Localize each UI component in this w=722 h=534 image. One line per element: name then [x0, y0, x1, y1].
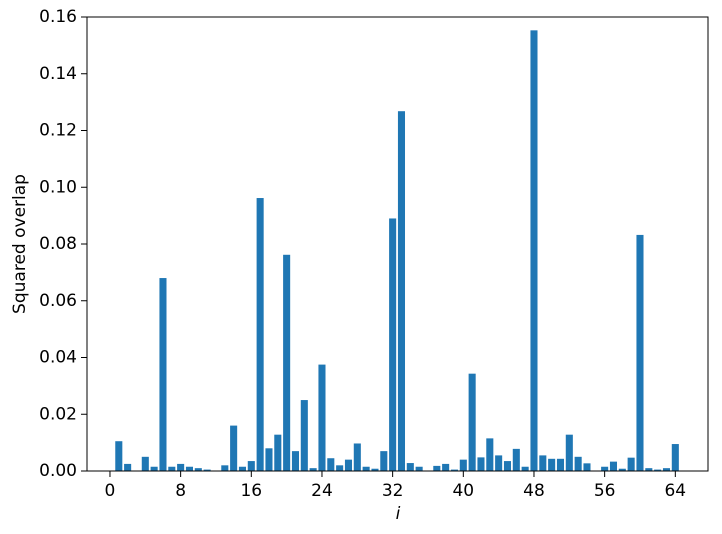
bar [115, 441, 123, 471]
bar [344, 459, 353, 471]
bar [574, 456, 582, 471]
bar [459, 459, 467, 471]
bar [512, 448, 520, 471]
bar [442, 463, 450, 471]
y-tick-label: 0.14 [39, 64, 77, 84]
bar [415, 466, 423, 471]
y-tick-label: 0.00 [39, 461, 77, 481]
bar [309, 468, 317, 471]
x-tick-label: 24 [311, 481, 333, 501]
bar [539, 455, 547, 471]
bar [203, 469, 211, 471]
bar [274, 434, 282, 471]
bar [318, 364, 326, 471]
bar [124, 463, 132, 471]
bar [477, 457, 485, 471]
bar [645, 468, 653, 471]
bar [530, 30, 538, 472]
y-axis-label: Squared overlap [10, 174, 30, 314]
bar [221, 465, 229, 471]
bar [336, 465, 344, 471]
bar [230, 425, 238, 471]
bar [636, 234, 644, 471]
bar [495, 455, 503, 471]
y-tick-label: 0.16 [39, 7, 77, 27]
x-tick-label: 64 [664, 481, 686, 501]
bar [503, 461, 512, 471]
bar [362, 466, 370, 471]
bar [159, 278, 167, 471]
bar [468, 373, 476, 471]
x-tick-label: 0 [105, 481, 116, 501]
bar [433, 465, 441, 471]
bar [300, 400, 308, 471]
bar [283, 254, 291, 471]
bar [618, 468, 626, 471]
bar [486, 438, 494, 471]
x-axis-label: i [396, 504, 401, 524]
bar [185, 466, 194, 471]
bar [583, 463, 591, 471]
y-tick-label: 0.02 [39, 404, 77, 424]
bar [177, 463, 185, 471]
plot-frame [86, 16, 709, 472]
bar [168, 466, 176, 471]
bar [548, 458, 556, 471]
x-tick-label: 32 [382, 481, 404, 501]
bar [450, 469, 459, 471]
bar [601, 466, 609, 471]
bar [371, 468, 379, 471]
y-tick-label: 0.12 [39, 121, 77, 141]
bar [654, 469, 662, 471]
bar [380, 451, 388, 471]
bar [265, 448, 273, 471]
bar [521, 466, 529, 471]
bar [406, 463, 414, 471]
bar [238, 466, 247, 471]
bar [256, 198, 264, 471]
bar [627, 457, 635, 471]
bar [609, 461, 618, 471]
x-tick-label: 8 [175, 481, 186, 501]
x-tick-label: 40 [452, 481, 474, 501]
bar [662, 468, 671, 471]
x-tick-label: 48 [523, 481, 545, 501]
bar [389, 218, 397, 471]
y-tick-label: 0.08 [39, 234, 77, 254]
bar [671, 444, 679, 471]
bar [150, 466, 158, 471]
bar [565, 434, 573, 471]
bar [353, 443, 361, 471]
bar [247, 461, 255, 471]
bar [141, 456, 149, 471]
y-tick-label: 0.10 [39, 177, 77, 197]
x-tick-label: 16 [240, 481, 262, 501]
y-tick-label: 0.04 [39, 348, 77, 368]
bar [291, 451, 300, 471]
bar [397, 111, 406, 471]
y-tick-label: 0.06 [39, 291, 77, 311]
bar [194, 468, 202, 471]
bar [556, 458, 565, 471]
x-tick-label: 56 [594, 481, 616, 501]
bar [327, 458, 335, 471]
